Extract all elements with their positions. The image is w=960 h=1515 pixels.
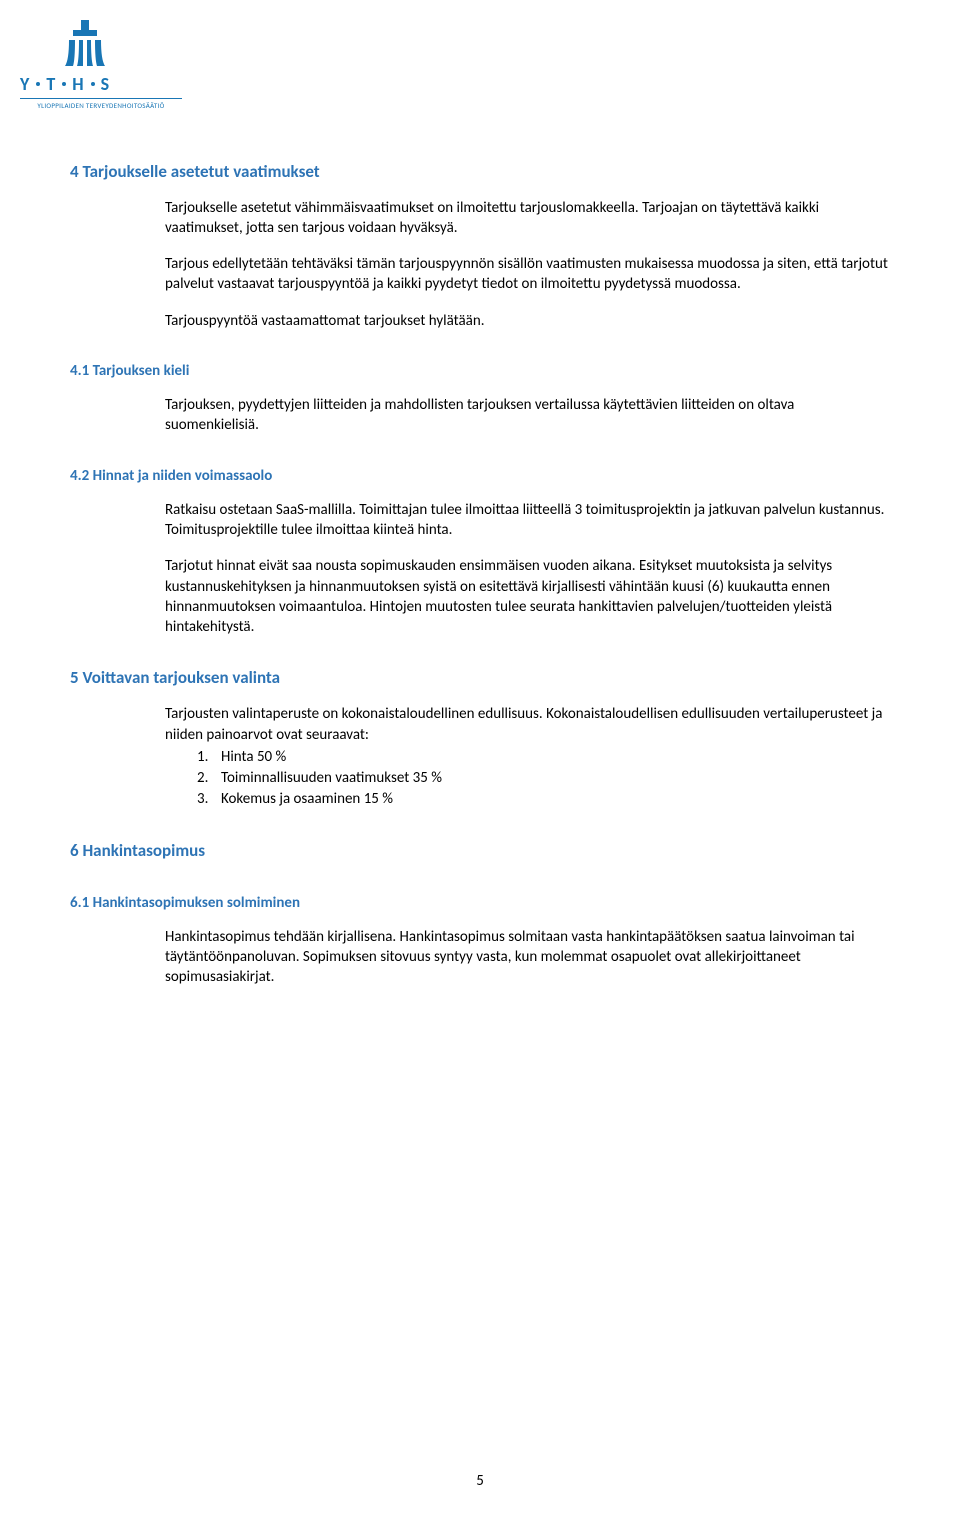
paragraph: Tarjousten valintaperuste on kokonaistal… [165,704,890,745]
logo-letter-t: T [46,72,56,96]
paragraph: Tarjoukselle asetetut vähimmäisvaatimuks… [165,198,890,239]
criteria-list: 1.Hinta 50 % 2.Toiminnallisuuden vaatimu… [197,747,890,810]
logo-dot-icon [36,82,40,86]
heading-5: 5 Voittavan tarjouksen valinta [70,667,890,690]
section-6-1-body: Hankintasopimus tehdään kirjallisena. Ha… [165,927,890,988]
organization-logo: Y T H S YLIOPPILAIDEN TERVEYDENHOITOSÄÄT… [20,20,890,111]
section-5-body: Tarjousten valintaperuste on kokonaistal… [165,704,890,809]
list-item: 1.Hinta 50 % [197,747,890,767]
list-item: 3.Kokemus ja osaaminen 15 % [197,789,890,809]
heading-4-1: 4.1 Tarjouksen kieli [70,361,890,381]
heading-6: 6 Hankintasopimus [70,840,890,863]
paragraph: Hankintasopimus tehdään kirjallisena. Ha… [165,927,890,988]
logo-dot-icon [91,82,95,86]
page-number: 5 [0,1471,960,1491]
paragraph: Tarjouspyyntöä vastaamattomat tarjoukset… [165,311,890,331]
logo-letters: Y T H S [20,72,110,96]
heading-4-2: 4.2 Hinnat ja niiden voimassaolo [70,466,890,486]
heading-6-1: 6.1 Hankintasopimuksen solmiminen [70,893,890,913]
list-item: 2.Toiminnallisuuden vaatimukset 35 % [197,768,890,788]
paragraph: Tarjous edellytetään tehtäväksi tämän ta… [165,254,890,295]
section-4-1-body: Tarjouksen, pyydettyjen liitteiden ja ma… [165,395,890,436]
logo-letter-y: Y [20,72,30,96]
logo-letter-h: H [72,72,84,96]
logo-subtitle: YLIOPPILAIDEN TERVEYDENHOITOSÄÄTIÖ [20,98,182,110]
section-4-2-body: Ratkaisu ostetaan SaaS-mallilla. Toimitt… [165,500,890,638]
paragraph: Tarjouksen, pyydettyjen liitteiden ja ma… [165,395,890,436]
logo-letter-s: S [101,72,111,96]
paragraph: Ratkaisu ostetaan SaaS-mallilla. Toimitt… [165,500,890,541]
yths-pillar-icon [55,20,115,68]
paragraph: Tarjotut hinnat eivät saa nousta sopimus… [165,556,890,637]
logo-dot-icon [62,82,66,86]
section-4-body: Tarjoukselle asetetut vähimmäisvaatimuks… [165,198,890,331]
heading-4: 4 Tarjoukselle asetetut vaatimukset [70,161,890,184]
